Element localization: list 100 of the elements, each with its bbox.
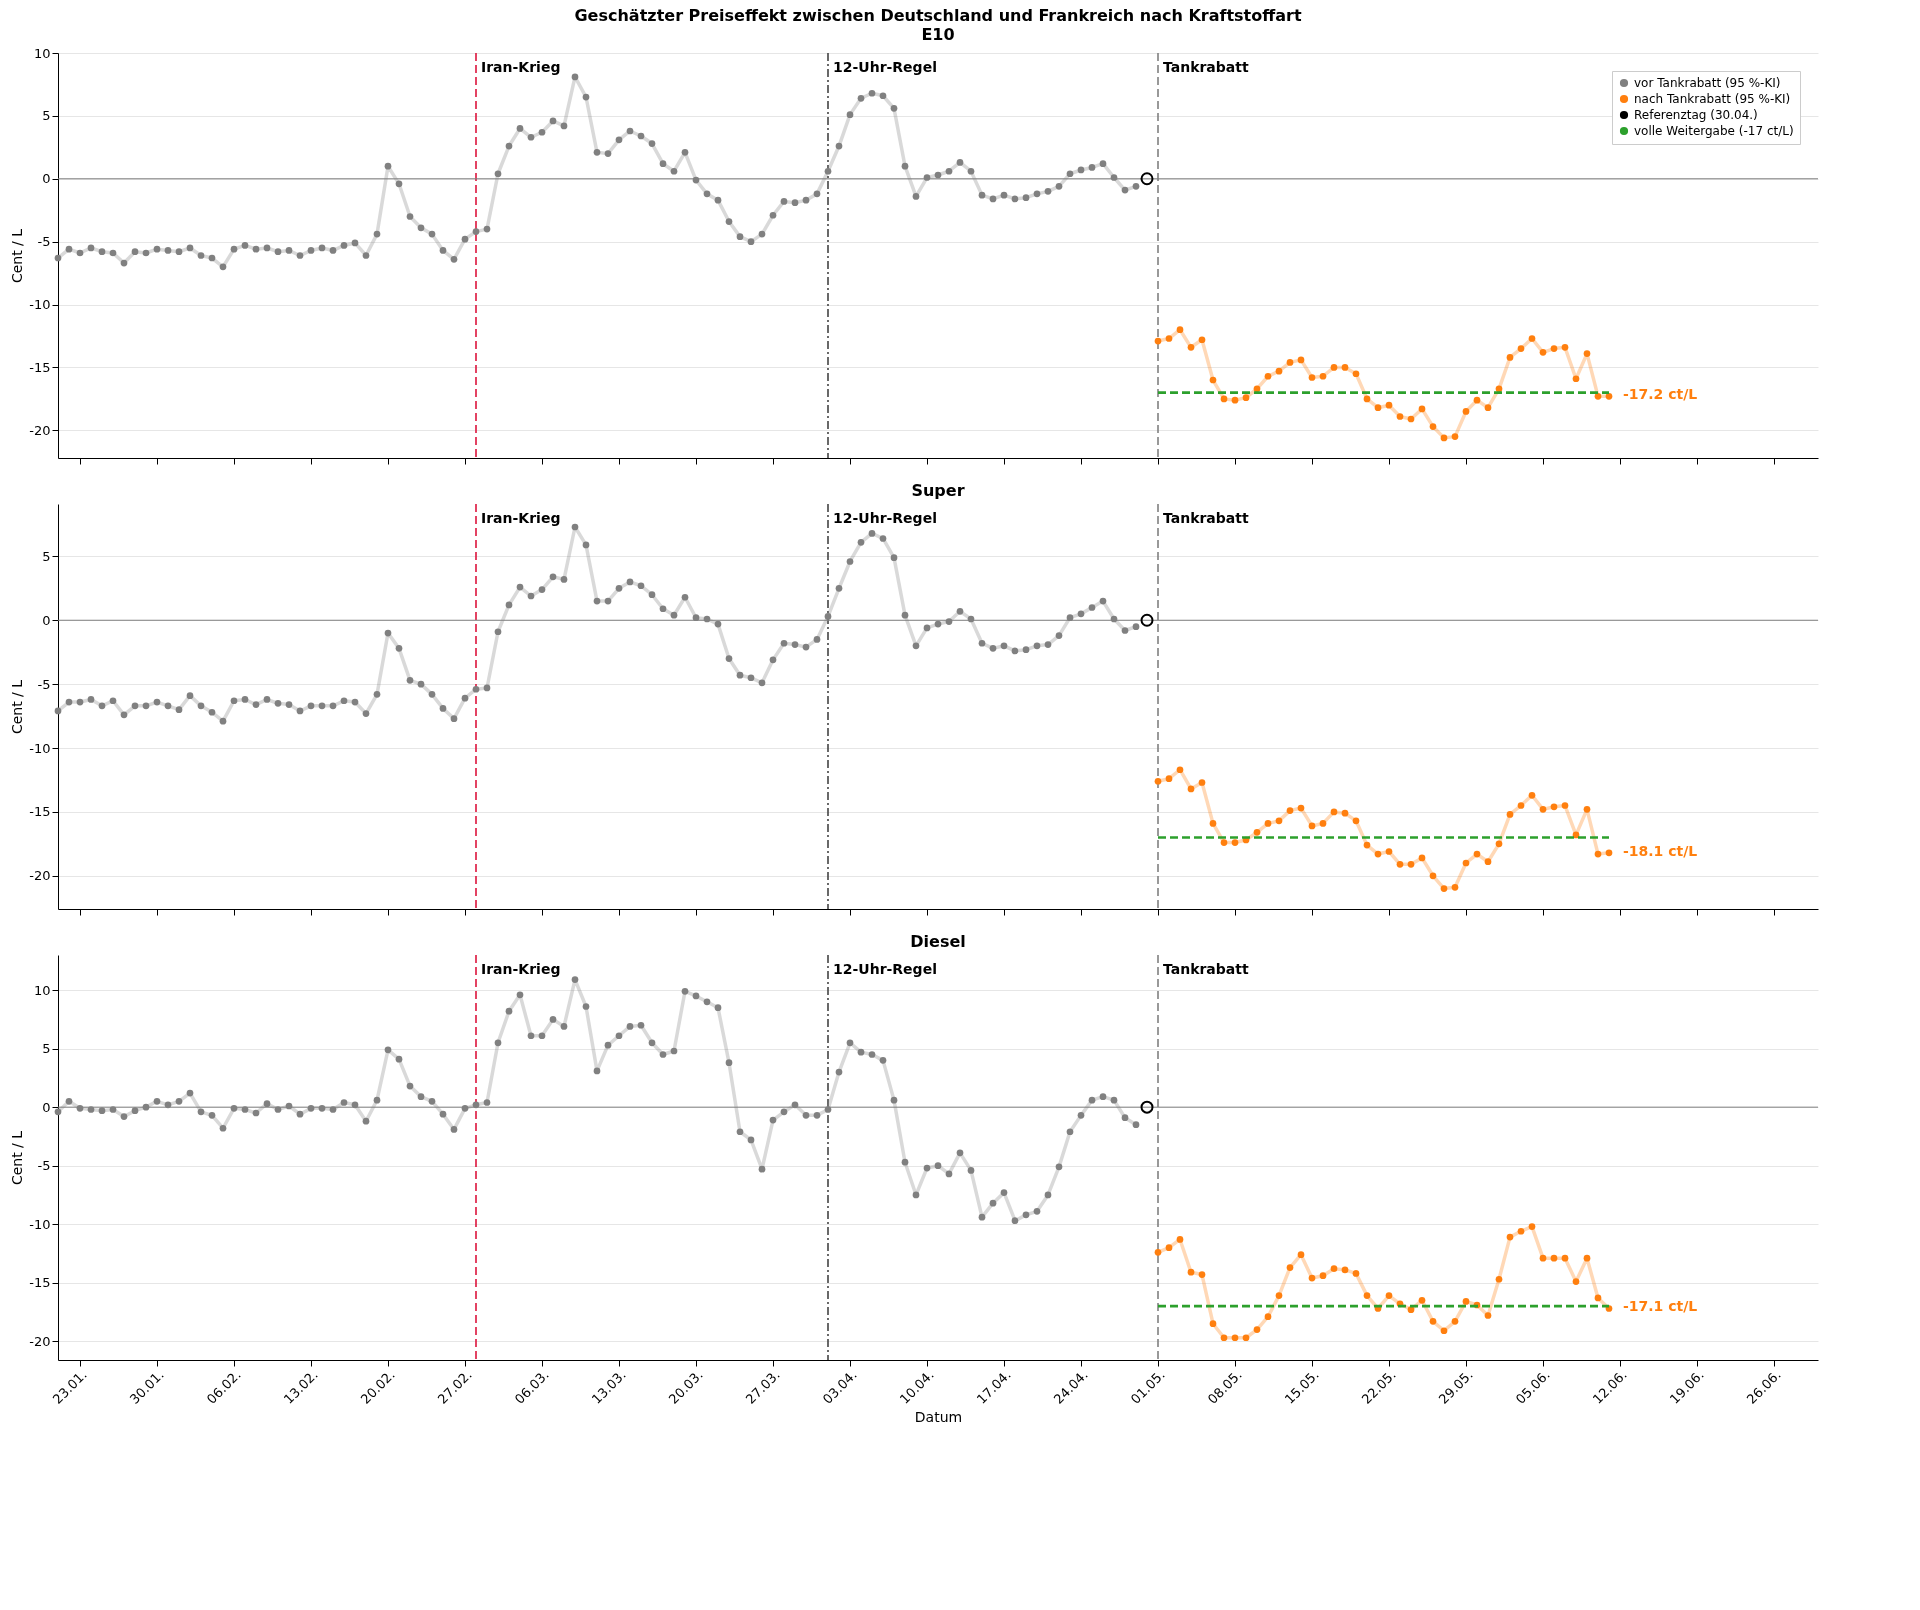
chart-subtitle: E10 — [921, 25, 955, 44]
point — [1550, 803, 1558, 811]
point — [1341, 809, 1349, 817]
point — [1429, 423, 1437, 430]
point — [1264, 820, 1272, 827]
ref-line-label: 12-Uhr-Regel — [833, 510, 937, 526]
x-axis-title: Datum — [914, 1408, 963, 1425]
y-tick-label: -5 — [37, 676, 51, 692]
y-tick-label: -20 — [29, 422, 51, 438]
point — [1286, 807, 1294, 814]
y-tick-label: 5 — [42, 1041, 51, 1057]
legend-label: volle Weitergabe (-17 ct/L) — [1634, 124, 1794, 138]
point — [1176, 326, 1184, 334]
point — [1297, 356, 1305, 364]
point — [1154, 337, 1162, 345]
ref-line-label: Tankrabatt — [1163, 510, 1249, 526]
y-tick-label: 0 — [42, 612, 51, 628]
y-tick-label: -10 — [29, 740, 51, 756]
point — [1605, 393, 1613, 400]
point — [1165, 335, 1173, 342]
y-tick-label: -10 — [29, 297, 51, 313]
point — [1440, 434, 1448, 442]
ref-line-label: 12-Uhr-Regel — [833, 59, 937, 75]
point — [1396, 413, 1404, 420]
point — [1418, 854, 1426, 862]
point — [1594, 393, 1602, 400]
point — [1484, 858, 1492, 866]
point — [1440, 885, 1448, 892]
point — [1374, 850, 1382, 858]
annotation: -17.2 ct/L — [1623, 386, 1698, 403]
point — [1385, 848, 1393, 855]
point — [1407, 415, 1415, 423]
point — [1297, 804, 1305, 812]
point — [1594, 850, 1602, 858]
point — [1187, 343, 1195, 351]
ref-line-label: Iran-Krieg — [481, 961, 561, 977]
point — [1605, 849, 1613, 857]
point — [1539, 349, 1547, 356]
ref-line-label: 12-Uhr-Regel — [833, 961, 937, 977]
point — [1561, 343, 1569, 351]
y-tick-label: 10 — [33, 982, 51, 998]
point — [1396, 860, 1404, 868]
legend-label: vor Tankrabatt (95 %-KI) — [1634, 76, 1781, 90]
point — [1418, 405, 1426, 413]
point — [1517, 802, 1525, 809]
point — [1506, 811, 1514, 818]
point — [1330, 808, 1338, 816]
point — [1165, 775, 1173, 783]
point — [1231, 396, 1239, 404]
point — [1176, 766, 1184, 774]
y-axis-title: Cent / L — [9, 228, 26, 284]
chart-title: Diesel — [910, 932, 966, 952]
ref-line-label: Iran-Krieg — [481, 59, 561, 75]
chart-title: Super — [911, 481, 965, 501]
point — [1462, 408, 1470, 415]
point — [1374, 404, 1382, 412]
y-tick-label: -15 — [29, 804, 51, 820]
point — [1275, 817, 1283, 825]
y-tick-label: 5 — [42, 548, 51, 564]
point — [1220, 395, 1228, 403]
point — [1473, 850, 1481, 858]
legend-label: Referenztag (30.04.) — [1634, 108, 1758, 122]
y-tick-label: 0 — [42, 171, 51, 187]
point — [1451, 433, 1459, 440]
point — [1308, 374, 1316, 381]
point — [1506, 354, 1514, 361]
point — [1154, 777, 1162, 785]
y-tick-label: -5 — [37, 1158, 51, 1174]
y-tick-label: 0 — [42, 1099, 51, 1115]
annotation: -17.1 ct/L — [1623, 1298, 1698, 1315]
point — [1451, 883, 1459, 891]
point — [1352, 817, 1360, 825]
point — [1209, 820, 1217, 827]
point — [1140, 613, 1154, 627]
point — [1572, 375, 1580, 383]
point — [1583, 806, 1591, 813]
point — [1253, 829, 1261, 836]
ref-line-label: Iran-Krieg — [481, 510, 561, 526]
point — [1385, 401, 1393, 409]
point — [1407, 860, 1415, 868]
y-axis-title: Cent / L — [9, 679, 26, 735]
point — [1198, 779, 1206, 786]
point — [1528, 791, 1536, 799]
point — [1341, 364, 1349, 371]
point — [1528, 335, 1536, 342]
y-axis-title: Cent / L — [9, 1130, 26, 1186]
point — [1517, 345, 1525, 352]
ref-line-label: Tankrabatt — [1163, 59, 1249, 75]
point — [1319, 820, 1327, 827]
point — [1583, 350, 1591, 357]
point — [1209, 376, 1217, 384]
point — [1319, 372, 1327, 380]
y-tick-label: -10 — [29, 1216, 51, 1232]
point — [1550, 345, 1558, 352]
point — [1572, 831, 1580, 839]
y-tick-label: 10 — [33, 45, 51, 61]
legend-label: nach Tankrabatt (95 %-KI) — [1634, 92, 1791, 106]
annotation: -18.1 ct/L — [1623, 842, 1698, 859]
point — [1220, 839, 1228, 846]
point — [1561, 802, 1569, 809]
